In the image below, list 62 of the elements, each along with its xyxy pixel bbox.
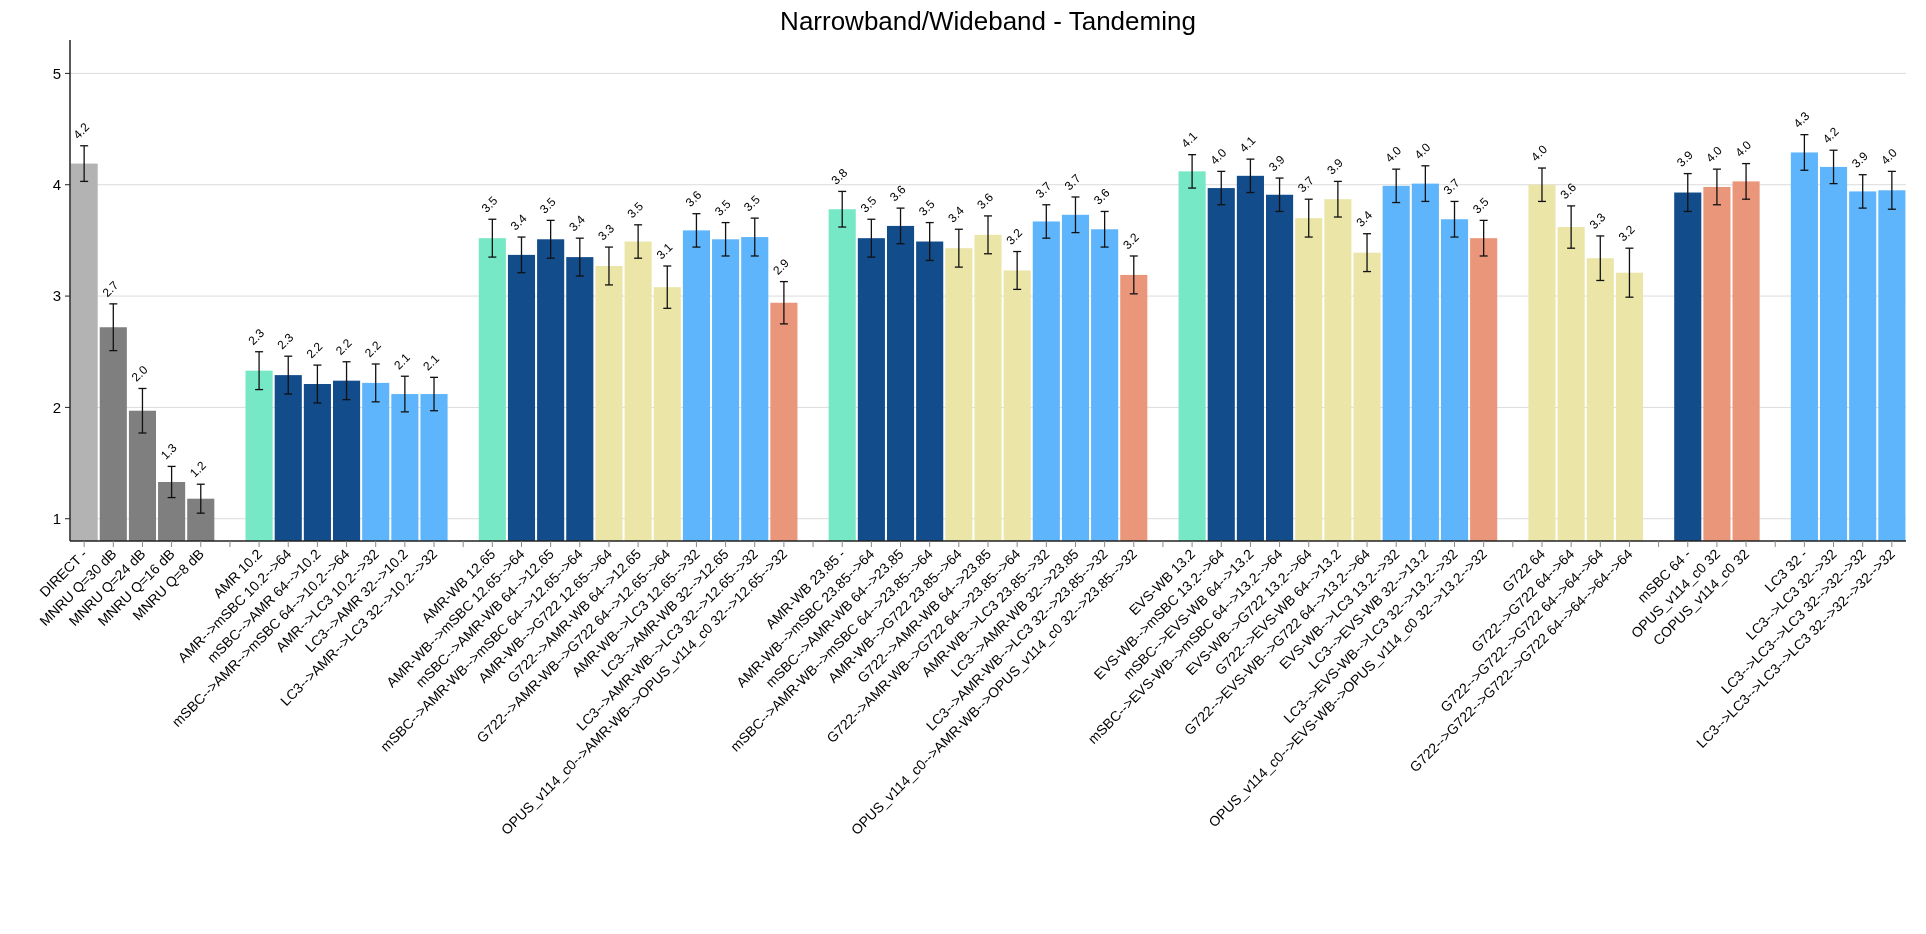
data-label: 3.9 (1324, 155, 1347, 178)
data-label: 3.5 (857, 193, 880, 216)
data-label: 3.6 (886, 182, 909, 205)
data-label: 3.4 (566, 212, 589, 235)
data-label: 3.5 (478, 193, 501, 216)
data-label: 4.0 (1207, 145, 1230, 168)
y-tick-label: 5 (52, 64, 61, 82)
data-label: 3.6 (682, 187, 705, 210)
data-label: 3.9 (1674, 147, 1697, 170)
data-label: 4.3 (1790, 108, 1813, 131)
data-label: 3.2 (1615, 222, 1638, 245)
data-label: 3.8 (828, 165, 851, 188)
data-label: 2.0 (128, 362, 151, 385)
data-label: 3.5 (536, 194, 559, 217)
data-label: 3.3 (1586, 210, 1609, 232)
data-label: 4.1 (1178, 128, 1201, 151)
data-label: 3.9 (1265, 152, 1288, 175)
data-label: 1.3 (157, 440, 180, 463)
data-label: 3.7 (1295, 173, 1317, 196)
data-label: 2.2 (303, 339, 326, 362)
data-label: 3.3 (595, 221, 618, 244)
data-label: 3.5 (624, 198, 647, 221)
data-label: 2.1 (391, 350, 414, 373)
chart-title: Narrowband/Wideband - Tandeming (780, 6, 1196, 36)
y-tick-label: 2 (52, 398, 61, 416)
data-label: 1.2 (187, 458, 210, 481)
data-label: 3.7 (1440, 175, 1463, 198)
data-label: 3.5 (711, 196, 734, 219)
data-label: 4.2 (70, 119, 93, 142)
y-tick-label: 4 (52, 175, 61, 193)
data-label: 2.1 (420, 351, 443, 374)
data-label: 3.4 (945, 203, 968, 226)
data-label: 3.5 (1469, 194, 1492, 217)
data-label: 3.5 (741, 192, 763, 215)
y-tick-label: 3 (52, 287, 61, 305)
data-label: 3.4 (1353, 207, 1376, 230)
data-label: 4.0 (1703, 143, 1726, 166)
data-label: 2.7 (99, 277, 122, 300)
data-label: 3.4 (507, 211, 530, 234)
data-label: 2.9 (770, 255, 793, 278)
data-label: 3.7 (1061, 171, 1084, 193)
data-label: 4.0 (1732, 137, 1755, 160)
data-label: 4.2 (1819, 124, 1842, 147)
data-label: 3.2 (1120, 230, 1143, 253)
data-label: 3.9 (1849, 148, 1871, 171)
data-label: 4.0 (1528, 142, 1551, 165)
data-label: 2.3 (274, 330, 297, 353)
data-label: 3.6 (974, 190, 997, 212)
data-label: 3.2 (1003, 225, 1026, 248)
data-label: 2.3 (245, 325, 268, 348)
y-tick-label: 1 (52, 509, 61, 527)
data-label: 4.1 (1236, 133, 1259, 156)
data-label: 4.0 (1878, 145, 1901, 168)
data-label: 3.5 (916, 196, 938, 219)
data-label: 3.7 (1032, 178, 1055, 201)
data-label: 3.1 (653, 240, 676, 263)
data-label: 4.0 (1382, 143, 1405, 166)
data-label: 4.0 (1411, 139, 1434, 162)
data-label: 2.2 (362, 338, 384, 360)
data-label: 2.2 (332, 335, 355, 358)
data-label: 3.6 (1090, 185, 1113, 208)
data-label: 3.6 (1557, 179, 1580, 202)
